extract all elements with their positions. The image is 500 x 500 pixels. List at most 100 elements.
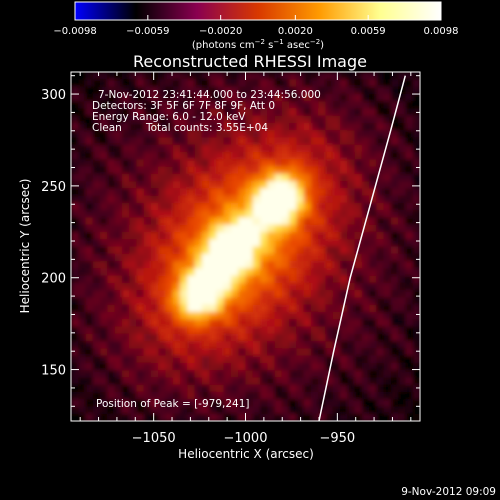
heatmap-cell	[383, 384, 392, 393]
heatmap-cell	[180, 224, 188, 233]
heatmap-cell	[172, 166, 181, 175]
heatmap-cell	[100, 224, 108, 233]
heatmap-cell	[216, 72, 225, 80]
heatmap-cell	[71, 115, 79, 124]
heatmap-cell	[209, 362, 218, 371]
heatmap-cell	[107, 93, 116, 102]
heatmap-cell	[172, 333, 181, 342]
heatmap-cell	[92, 239, 101, 248]
heatmap-cell	[201, 166, 210, 175]
heatmap-cell	[376, 159, 385, 168]
heatmap-cell	[405, 311, 414, 320]
heatmap-cell	[296, 290, 305, 298]
heatmap-cell	[223, 391, 232, 400]
heatmap-cell	[267, 239, 276, 248]
heatmap-cell	[150, 362, 159, 371]
heatmap-cell	[78, 93, 87, 102]
heatmap-cell	[136, 246, 145, 255]
heatmap-cell	[318, 370, 327, 378]
heatmap-cell	[289, 195, 297, 204]
heatmap-cell	[405, 399, 414, 408]
heatmap-cell	[92, 253, 101, 262]
heatmap-cell	[354, 268, 363, 277]
heatmap-cell	[340, 355, 348, 364]
heatmap-cell	[158, 202, 167, 211]
heatmap-cell	[180, 333, 188, 342]
heatmap-cell	[318, 130, 327, 139]
heatmap-cell	[230, 151, 239, 160]
heatmap-cell	[325, 195, 334, 204]
heatmap-cell	[143, 93, 152, 102]
heatmap-cell	[347, 355, 356, 364]
heatmap-cell	[398, 122, 407, 131]
heatmap-cell	[180, 72, 188, 80]
heatmap-cell	[361, 297, 370, 306]
heatmap-cell	[172, 384, 181, 393]
heatmap-cell	[180, 377, 188, 386]
heatmap-cell	[376, 151, 385, 160]
heatmap-cell	[325, 348, 334, 357]
heatmap-cell	[412, 115, 420, 124]
heatmap-cell	[85, 355, 94, 364]
heatmap-cell	[310, 304, 319, 313]
heatmap-cell	[100, 231, 108, 240]
heatmap-cell	[296, 93, 305, 102]
heatmap-cell	[107, 268, 116, 277]
heatmap-cell	[376, 122, 385, 131]
heatmap-cell	[230, 246, 239, 255]
heatmap-cell	[303, 130, 312, 139]
heatmap-cell	[85, 391, 94, 400]
heatmap-cell	[107, 413, 116, 421]
heatmap-cell	[412, 217, 420, 226]
heatmap-cell	[340, 413, 348, 421]
heatmap-cell	[252, 151, 261, 160]
heatmap-cell	[318, 297, 327, 306]
heatmap-cell	[71, 151, 79, 160]
heatmap-cell	[318, 166, 327, 175]
heatmap-cell	[325, 86, 334, 95]
heatmap-cell	[390, 355, 399, 364]
heatmap-cell	[85, 181, 94, 189]
heatmap-cell	[267, 115, 276, 124]
heatmap-cell	[303, 253, 312, 262]
heatmap-cell	[281, 253, 290, 262]
heatmap-cell	[238, 319, 247, 328]
heatmap-cell	[180, 290, 188, 298]
heatmap-cell	[129, 391, 138, 400]
heatmap-cell	[209, 370, 218, 378]
heatmap-cell	[354, 108, 363, 117]
heatmap-cell	[281, 333, 290, 342]
heatmap-cell	[100, 275, 108, 284]
heatmap-cell	[136, 159, 145, 168]
heatmap-cell	[383, 122, 392, 131]
heatmap-cell	[187, 188, 196, 197]
heatmap-cell	[165, 311, 174, 320]
heatmap-cell	[318, 304, 327, 313]
heatmap-cell	[267, 362, 276, 371]
heatmap-cell	[296, 377, 305, 386]
heatmap-cell	[180, 348, 188, 357]
heatmap-cell	[194, 246, 203, 255]
heatmap-cell	[150, 319, 159, 328]
heatmap-cell	[85, 268, 94, 277]
heatmap-cell	[230, 122, 239, 131]
heatmap-cell	[303, 319, 312, 328]
heatmap-cell	[150, 166, 159, 175]
heatmap-cell	[340, 122, 348, 131]
heatmap-cell	[398, 137, 407, 146]
heatmap-cell	[71, 348, 79, 357]
heatmap-cell	[230, 137, 239, 146]
heatmap-cell	[114, 144, 123, 153]
heatmap-cell	[383, 253, 392, 262]
heatmap-cell	[209, 268, 218, 277]
heatmap-cell	[260, 377, 268, 386]
heatmap-cell	[398, 341, 407, 349]
heatmap-cell	[325, 151, 334, 160]
heatmap-cell	[129, 333, 138, 342]
heatmap-cell	[194, 173, 203, 182]
heatmap-cell	[107, 130, 116, 139]
heatmap-cell	[114, 217, 123, 226]
heatmap-cell	[121, 399, 130, 408]
heatmap-cell	[361, 72, 370, 80]
heatmap-cell	[296, 173, 305, 182]
